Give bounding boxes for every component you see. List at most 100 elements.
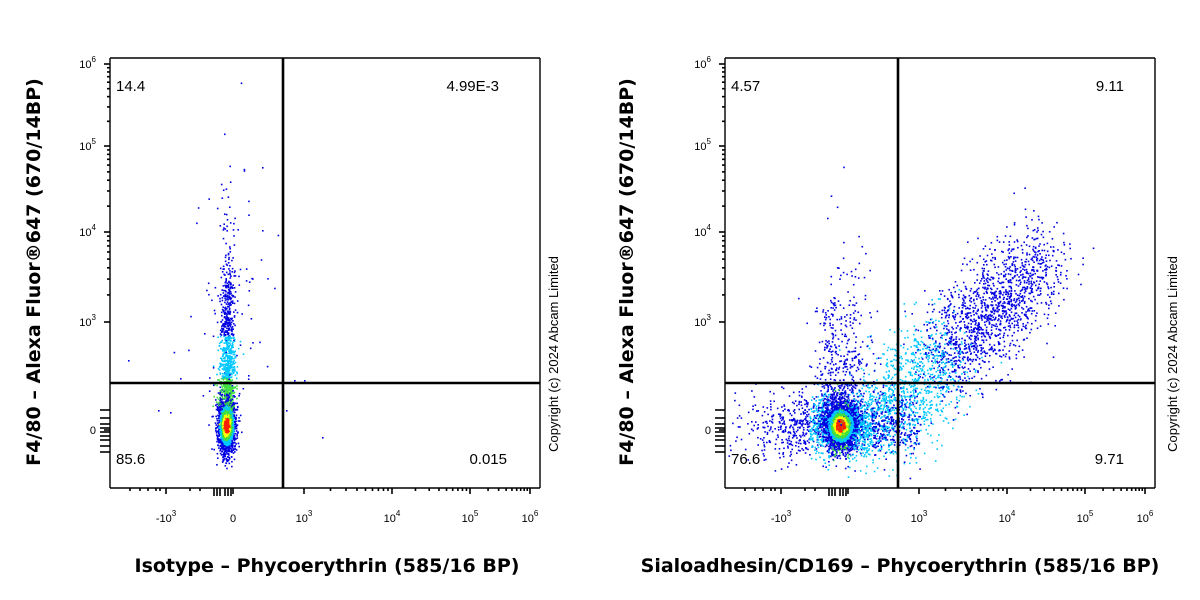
event-dot [221,444,224,446]
event-dot [842,387,845,390]
event-dot [924,416,926,419]
event-dot [833,392,835,394]
event-dot [854,445,857,448]
event-dot [232,323,235,325]
event-dot [1044,269,1046,271]
event-dot [782,455,785,458]
event-dot [233,392,235,395]
event-dot [815,407,817,409]
event-dot [857,425,860,427]
event-dot [223,438,226,441]
event-dot [833,388,835,391]
event-dot [847,384,850,387]
event-dot [224,413,226,416]
event-dot [925,352,927,354]
event-dot [236,385,238,387]
event-dot [236,366,239,368]
event-dot [216,452,219,455]
event-dot [835,347,838,349]
event-dot [232,361,234,363]
event-dot [992,316,995,319]
event-dot [226,282,229,285]
event-dot [924,347,927,350]
event-dot [223,316,226,318]
event-dot [227,262,230,264]
event-dot [1026,316,1028,318]
event-dot [1038,259,1041,262]
event-dot [835,352,838,355]
event-dot [224,331,227,333]
event-dot [232,419,235,421]
event-dot [798,403,800,406]
event-dot [967,326,970,328]
event-dot [226,327,228,330]
event-dot [232,353,235,356]
event-dot [230,376,233,378]
event-dot [222,349,224,351]
event-dot [1007,308,1010,311]
event-dot [228,328,230,331]
event-dot [226,443,228,445]
event-dot [217,435,219,437]
event-dot [225,368,227,371]
event-dot [233,287,236,289]
event-dot [959,328,961,331]
event-dot [991,301,993,303]
event-dot [910,444,913,447]
event-dot [225,427,228,429]
event-dot [225,296,228,298]
event-dot [248,375,250,377]
event-dot [223,223,225,225]
event-dot [875,441,878,444]
event-dot [223,388,225,391]
event-dot [880,448,883,451]
event-dot [890,360,892,363]
event-dot [980,366,982,369]
event-dot [229,417,231,420]
event-dot [237,420,240,422]
event-dot [226,298,228,301]
event-dot [990,288,993,291]
event-dot [222,419,224,422]
event-dot [224,401,227,403]
event-dot [835,306,837,309]
event-dot [228,437,230,440]
event-dot [223,458,226,460]
event-dot [849,367,852,369]
event-dot [226,451,228,453]
event-dot [854,347,857,349]
event-dot [234,374,237,377]
event-dot [226,348,229,351]
event-dot [870,441,873,443]
event-dot [173,351,176,354]
event-dot [952,312,954,314]
event-dot [957,412,960,414]
event-dot [222,429,225,431]
event-dot [227,407,230,409]
event-dot [214,422,217,424]
event-dot [230,337,232,340]
event-dot [228,256,230,259]
event-dot [221,428,224,431]
event-dot [232,442,235,444]
event-dot [821,398,824,400]
event-dot [228,307,231,310]
event-dot [222,377,224,379]
event-dot [964,326,966,328]
event-dot [846,366,848,368]
event-dot [807,423,810,425]
event-dot [223,227,225,229]
event-dot [232,448,234,450]
event-dot [224,323,227,325]
event-dot [226,431,228,434]
event-dot [1002,241,1005,243]
event-dot [913,388,915,391]
event-dot [824,367,826,370]
event-dot [842,257,845,260]
event-dot [229,367,231,369]
event-dot [850,445,852,448]
event-dot [224,260,227,263]
event-dot [241,431,243,434]
event-dot [215,399,217,401]
event-dot [221,197,224,199]
